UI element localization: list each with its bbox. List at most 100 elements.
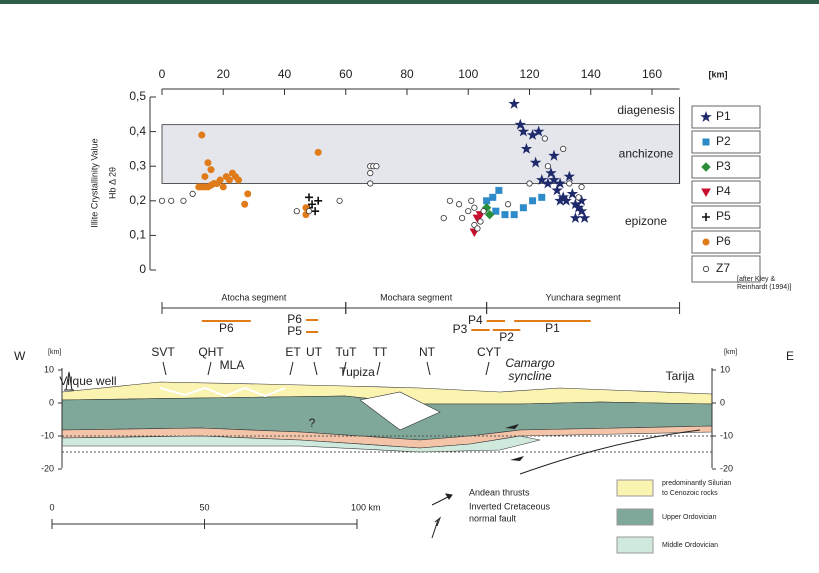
segment-label: Yunchara segment <box>546 292 622 302</box>
dot-point <box>208 167 214 173</box>
section-label: Camargo <box>505 356 555 370</box>
depth-tick-label: -20 <box>41 463 54 473</box>
y-tick-label: 0,4 <box>129 124 146 138</box>
x-tick-label: 20 <box>217 67 231 81</box>
x-tick-label: 80 <box>400 67 414 81</box>
dot-point <box>220 184 226 190</box>
circle-point <box>181 198 186 203</box>
profile-label: P1 <box>545 321 560 335</box>
dot-point <box>315 149 321 155</box>
segment-label: Atocha segment <box>221 292 287 302</box>
circle-point <box>368 181 373 186</box>
circle-point <box>294 208 299 213</box>
x-tick-label: 120 <box>519 67 539 81</box>
circle-point <box>190 191 195 196</box>
square-point <box>530 198 536 204</box>
circle-point <box>441 215 446 220</box>
x-tick-label: 40 <box>278 67 292 81</box>
legend-label: P5 <box>716 209 731 223</box>
dot-point <box>242 201 248 207</box>
x-unit: [km] <box>708 69 727 79</box>
circle-point <box>576 195 581 200</box>
depth-tick-label: 10 <box>44 364 54 374</box>
y-tick-label: 0,3 <box>129 158 146 172</box>
west-label: W <box>14 349 26 363</box>
circle-point <box>481 208 486 213</box>
section-label: NT <box>419 345 436 359</box>
x-tick-label: 100 <box>458 67 478 81</box>
circle-point <box>505 202 510 207</box>
section-legend-label: to Cenozoic rocks <box>662 490 718 497</box>
dot-point <box>217 177 223 183</box>
circle-point <box>478 219 483 224</box>
profile-label: P3 <box>453 322 468 336</box>
cross-section <box>52 368 712 553</box>
scale-label: 50 <box>199 502 209 512</box>
profile-label: P4 <box>468 313 483 327</box>
y-label: Illite Crystallinity Value <box>89 138 99 227</box>
circle-point <box>579 184 584 189</box>
zone-label: epizone <box>625 214 667 228</box>
circle-point <box>168 198 173 203</box>
plus-point <box>305 193 313 201</box>
y-tick-label: 0,1 <box>129 228 146 242</box>
legend-label: Z7 <box>716 261 730 275</box>
circle-point <box>459 215 464 220</box>
dot-point <box>245 191 251 197</box>
circle-point <box>567 181 572 186</box>
dot-point <box>703 239 709 245</box>
depth-tick-label: 10 <box>720 364 730 374</box>
zone-label: diagenesis <box>617 103 674 117</box>
legend-label: P6 <box>716 234 731 248</box>
section-label: TuT <box>336 345 358 359</box>
dot-point <box>199 132 205 138</box>
y-sublabel: Hb Δ 2θ <box>107 167 117 199</box>
fault-arrow <box>163 362 166 375</box>
depth-unit: [km] <box>48 349 61 356</box>
section-legend-label: Andean thrusts <box>469 487 530 497</box>
segment-label: Mochara segment <box>380 292 453 302</box>
square-point <box>496 187 502 193</box>
section-legend-label: predominantly Silurian <box>662 480 731 487</box>
circle-point <box>456 202 461 207</box>
profile-label: P2 <box>499 330 514 344</box>
profile-label: P5 <box>287 324 302 338</box>
top-band <box>0 0 819 4</box>
depth-tick-label: 0 <box>49 397 54 407</box>
x-tick-label: 160 <box>642 67 662 81</box>
anchizone-band <box>162 125 680 184</box>
section-label: QHT <box>198 345 224 359</box>
circle-point <box>466 208 471 213</box>
section-label: ET <box>285 345 301 359</box>
dot-point <box>226 177 232 183</box>
fault-arrow <box>427 362 430 375</box>
y-tick-label: 0,5 <box>129 89 146 103</box>
star-point <box>580 214 589 222</box>
circle-point <box>469 198 474 203</box>
y-tick-label: 0,2 <box>129 193 146 207</box>
legend-note: [after Kley & <box>737 276 775 283</box>
x-tick-label: 140 <box>581 67 601 81</box>
legend-note: Reinhardt (1994)] <box>737 284 792 291</box>
fault-arrow <box>314 362 317 375</box>
star-point <box>568 189 577 197</box>
depth-tick-label: -10 <box>720 430 733 440</box>
legend-label: P2 <box>716 134 731 148</box>
circle-point <box>545 164 550 169</box>
zone-label: anchizone <box>619 146 674 160</box>
section-label: UT <box>306 345 323 359</box>
star-point <box>510 99 519 107</box>
section-legend-label: Inverted Cretaceous <box>469 501 551 511</box>
circle-point <box>306 208 311 213</box>
section-label: CYT <box>477 345 502 359</box>
scale-label: 100 km <box>351 502 381 512</box>
square-point <box>703 139 709 145</box>
thrust-icon <box>432 494 452 505</box>
depth-tick-label: -20 <box>720 463 733 473</box>
circle-point <box>159 198 164 203</box>
legend-swatch <box>617 537 653 553</box>
circle-point <box>337 198 342 203</box>
section-label: MLA <box>220 358 245 372</box>
section-label: Vilque well <box>59 374 116 388</box>
section-legend-label: Middle Ordovician <box>662 542 718 549</box>
